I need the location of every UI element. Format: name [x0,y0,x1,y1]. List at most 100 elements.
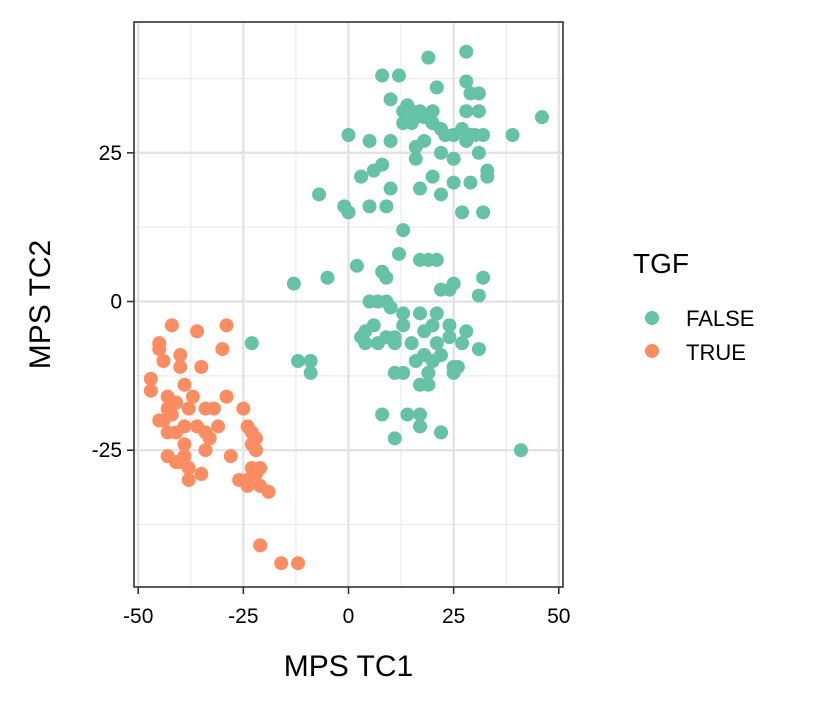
data-point-true [253,538,268,553]
legend-title: TGF [633,248,689,279]
data-point-false [471,145,486,160]
legend-label-false: FALSE [686,306,754,331]
data-point-false [354,169,369,184]
data-point-false [425,169,440,184]
data-point-true [198,443,213,458]
data-point-false [429,80,444,95]
data-point-false [383,92,398,107]
data-point-false [463,175,478,190]
data-point-false [434,145,449,160]
data-point-true [223,449,238,464]
data-point-true [211,419,226,434]
data-point-false [442,318,457,333]
data-point-false [379,270,394,285]
data-point-true [152,342,167,357]
data-point-false [471,86,486,101]
data-point-false [421,365,436,380]
data-point-false [471,288,486,303]
data-point-false [387,365,402,380]
legend-key-false [645,311,659,325]
data-point-true [181,472,196,487]
data-point-false [446,175,461,190]
data-point-true [143,383,158,398]
x-axis-ticks: -50 -25 0 25 50 [123,587,570,628]
data-point-true [156,413,171,428]
data-point-false [471,104,486,119]
data-point-false [421,377,436,392]
data-point-false [341,205,356,220]
data-point-false [459,104,474,119]
y-tick-label: 25 [99,142,122,165]
data-point-false [375,407,390,422]
data-point-false [446,151,461,166]
data-point-true [185,389,200,404]
data-point-false [387,431,402,446]
data-point-false [438,128,453,142]
x-axis-title: MPS TC1 [284,650,413,683]
data-point-true [248,443,263,458]
data-point-false [391,68,406,83]
data-point-false [362,199,377,214]
data-point-false [413,306,427,321]
data-point-false [320,270,335,285]
data-point-true [156,354,171,368]
data-point-false [429,336,444,351]
data-point-false [434,425,449,440]
data-point-true [206,401,221,416]
data-point-false [349,258,364,273]
data-point-false [429,306,444,321]
data-point-false [408,139,423,154]
data-point-true [177,377,192,392]
data-point-true [173,359,188,374]
data-point-false [480,169,495,184]
data-point-false [513,443,528,458]
data-point-false [396,306,411,321]
data-points [143,44,549,571]
legend-label-true: TRUE [686,340,746,365]
data-point-false [303,354,318,368]
y-axis-ticks: -25 0 25 [92,142,134,462]
data-point-false [471,342,486,357]
data-point-false [429,252,444,267]
data-point-false [383,133,398,148]
data-point-false [505,128,520,142]
data-point-true [173,348,188,363]
data-point-false [404,116,419,131]
data-point-false [459,133,474,148]
x-tick-label: 0 [343,605,355,628]
data-point-false [413,407,427,422]
data-point-false [391,246,406,261]
grid-major [134,22,563,587]
y-axis-title: MPS TC2 [24,240,57,369]
data-point-true [291,556,306,571]
data-point-false [341,128,356,142]
data-point-false [450,359,465,374]
data-point-false [362,133,377,148]
data-point-true [261,484,276,499]
data-point-false [425,318,440,333]
data-point-false [312,187,327,202]
data-point-true [190,324,205,339]
data-point-false [413,181,427,196]
data-point-true [248,467,263,481]
data-point-false [286,276,301,291]
data-point-false [244,336,259,351]
data-point-false [396,318,411,333]
data-point-true [236,401,251,416]
data-point-false [455,336,470,351]
data-point-true [169,425,184,440]
data-point-false [366,163,381,178]
data-point-false [383,300,398,315]
y-tick-label: -25 [92,439,122,462]
data-point-true [143,371,158,386]
data-point-false [413,419,427,434]
data-point-true [202,431,217,446]
data-point-true [240,478,255,493]
legend-key-true [645,344,659,358]
data-point-false [459,324,474,339]
x-tick-label: 50 [547,605,570,628]
data-point-true [194,359,209,374]
data-point-false [425,354,440,368]
data-point-false [408,151,423,166]
data-point-true [181,461,196,476]
